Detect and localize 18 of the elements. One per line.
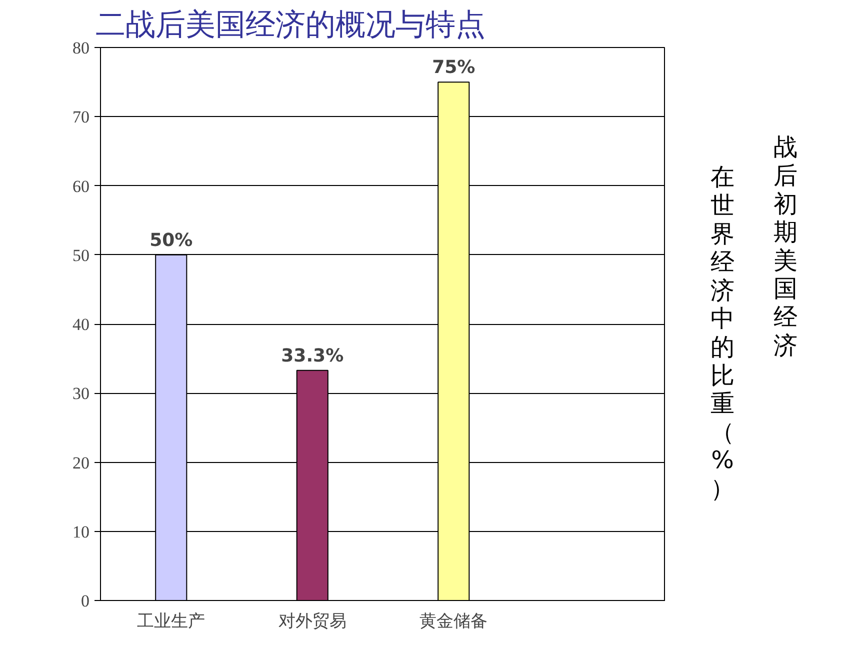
y-tick-label: 80 [72,38,90,58]
chart-title: 二战后美国经济的概况与特点 [96,8,486,42]
x-tick-label: 对外贸易 [278,612,346,632]
y-tick-label: 50 [72,246,90,265]
y-tick-label: 0 [81,592,90,610]
text: 战后初期美国经济 [774,133,798,360]
y-tick-label: 20 [72,453,90,472]
y-tick-label: 70 [72,108,90,127]
y-tick-label: 10 [72,522,90,542]
data-label: 50% [150,230,193,251]
y-tick-label: 60 [72,176,90,196]
data-label: 33.3% [281,345,344,366]
text: 在世界经济中的比重（%） [710,163,734,502]
x-tick-label: 黄金储备 [420,612,488,632]
data-label: 75% [432,57,476,78]
x-tick-label: 工业生产 [137,612,206,632]
y-tick-label: 40 [72,315,90,334]
y-tick-label: 30 [72,384,90,404]
